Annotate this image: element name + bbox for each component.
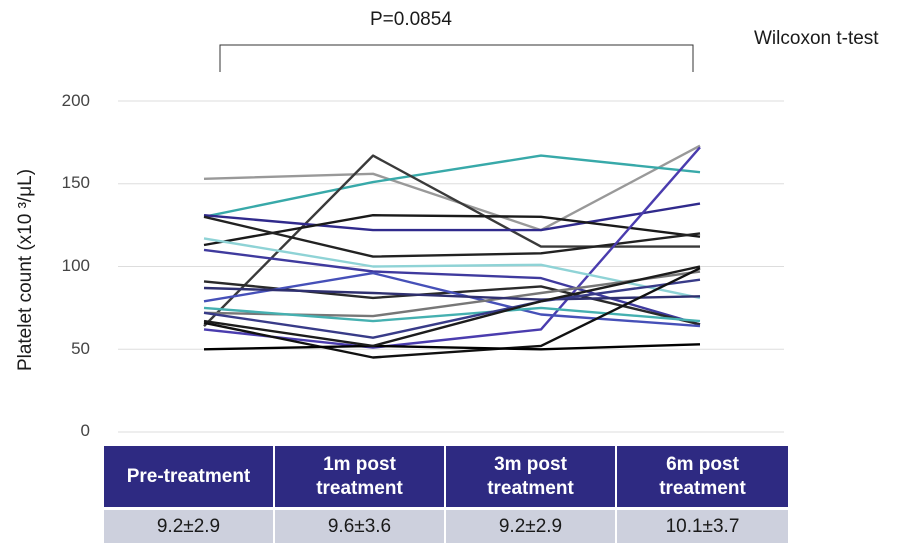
series-line — [203, 267, 701, 359]
series-line — [203, 213, 701, 247]
series-line — [203, 271, 701, 328]
table-value-cell: 9.6±3.6 — [275, 510, 446, 543]
table-header-cell: 3m post treatment — [446, 446, 617, 507]
series-line — [203, 154, 700, 327]
p-value-label: P=0.0854 — [370, 9, 452, 30]
y-axis-title: Platelet count (x10 ³/μL) — [15, 168, 37, 372]
y-tick-label: 100 — [61, 256, 90, 275]
series-line — [203, 154, 701, 218]
series-line — [203, 278, 701, 339]
series-line — [203, 265, 701, 348]
y-tick-label: 200 — [61, 91, 90, 110]
y-axis-title-wrap: Platelet count (x10 ³/μL) — [6, 125, 46, 415]
table-value-cell: 9.2±2.9 — [446, 510, 617, 543]
series-line — [203, 248, 701, 326]
y-tick-label: 0 — [80, 421, 90, 440]
series-line — [203, 144, 701, 232]
y-tick-label: 150 — [61, 173, 90, 192]
table-value-cell: 9.2±2.9 — [104, 510, 275, 543]
series-line — [203, 343, 701, 351]
series-line — [203, 306, 701, 323]
significance-bracket — [219, 44, 694, 72]
significance-bracket-line — [219, 44, 694, 72]
series-lines — [203, 144, 701, 359]
table-header-cell: 6m post treatment — [617, 446, 788, 507]
series-line — [203, 286, 701, 301]
table-value-cell: 10.1±3.7 — [617, 510, 788, 543]
table-header-cell: 1m post treatment — [275, 446, 446, 507]
series-line — [203, 215, 701, 258]
test-name-label: Wilcoxon t-test — [754, 28, 879, 49]
table-header-row: Pre-treatment 1m post treatment 3m post … — [104, 446, 789, 507]
y-tick-label: 50 — [71, 339, 90, 358]
table-header-cell: Pre-treatment — [104, 446, 275, 507]
summary-table: Pre-treatment 1m post treatment 3m post … — [104, 446, 789, 543]
series-line — [203, 202, 701, 232]
series-line — [203, 146, 701, 349]
table-value-row: 9.2±2.9 9.6±3.6 9.2±2.9 10.1±3.7 — [104, 507, 789, 543]
